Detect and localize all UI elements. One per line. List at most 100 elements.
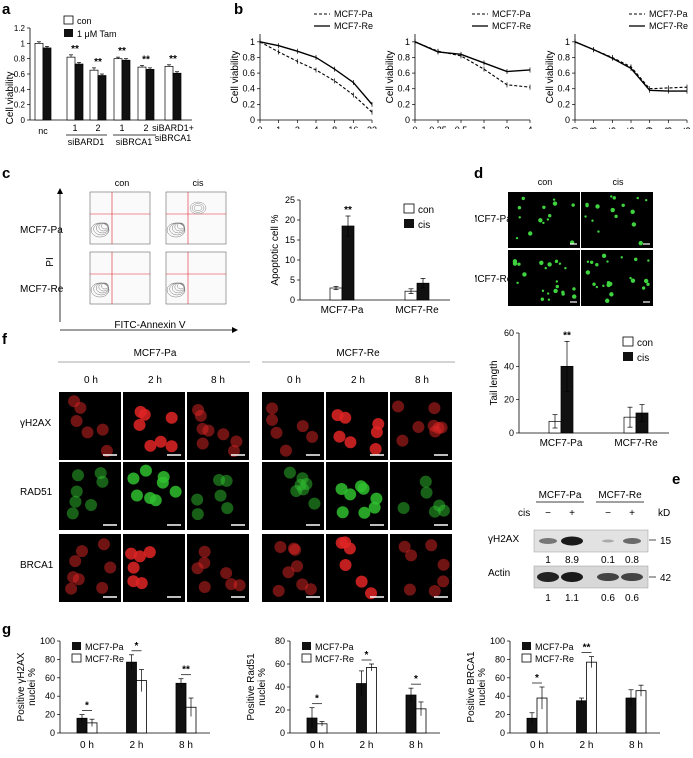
g-ylabel-2: nuclei %: [477, 668, 488, 706]
b-xtick-label: 36: [682, 127, 692, 129]
blot-quant-actin-2: 1.1: [565, 593, 579, 604]
g-legend-re: MCF7-Re: [535, 654, 574, 664]
micro-row-rad51: RAD51: [20, 487, 53, 498]
b-ytick-label: 1: [565, 37, 570, 47]
d-ytick-label: 40: [504, 361, 514, 371]
comet-col-con: con: [538, 177, 553, 187]
blot-kd: kD: [658, 508, 670, 519]
b-xtick-label: 0: [257, 125, 262, 129]
b-ytick-label: 1: [250, 37, 255, 47]
b-xtick-label: 2.25: [607, 127, 617, 129]
b-ytick-label: 0.4: [557, 84, 570, 94]
g-bar: [576, 700, 587, 734]
a-bar: [121, 59, 131, 121]
flow-col-cis: cis: [193, 178, 204, 188]
flow-row-re: MCF7-Re: [20, 284, 64, 295]
b-xtick-label: 0: [570, 127, 580, 129]
blot-mw-42: 42: [660, 573, 672, 584]
a-bar: [74, 63, 84, 121]
g-ytick-label: 80: [275, 636, 285, 646]
blot-group-re: MCF7-Re: [598, 490, 642, 501]
g-ytick-label: 0: [50, 728, 55, 738]
a-bar: [137, 66, 147, 121]
g-ylabel-2: nuclei %: [27, 668, 38, 706]
micro-image: [123, 534, 185, 602]
panel-c-svg: con cis MCF7-Pa MCF7-Re PI FITC-Annexin …: [20, 178, 450, 333]
blot-sign-4: +: [629, 508, 635, 519]
g-ylabel-2: nuclei %: [257, 668, 268, 706]
xsub-1: 1: [72, 123, 77, 133]
g-xtick-label: 0 h: [310, 740, 324, 751]
legend-label-con: con: [77, 16, 92, 26]
a-ytick-label: 0.6: [14, 70, 26, 79]
b-ytick-label: 0.4: [242, 84, 255, 94]
panel-e: MCF7-Pa MCF7-Re cis − + − + kD γH2AX Act…: [478, 478, 693, 618]
c-legend-swatch-con: [403, 203, 415, 214]
a-sig: **: [142, 55, 150, 66]
blot-cis-label: cis: [518, 508, 530, 519]
flow-col-con: con: [115, 178, 130, 188]
b-ytick-label: 0.2: [557, 99, 570, 109]
blot-row-actin: Actin: [488, 568, 510, 579]
micro-image: [59, 392, 121, 460]
d-ylabel: Tail length: [489, 360, 500, 405]
c-sig: **: [344, 205, 352, 216]
g-legend-re: MCF7-Re: [315, 654, 354, 664]
b-ytick-label: 0: [250, 115, 255, 125]
b-xtick-label: 1.13: [589, 127, 599, 129]
b-ytick-label: 0.4: [397, 84, 410, 94]
g-ylabel-1: Positive Rad51: [246, 653, 257, 721]
b-xtick-label: 0: [412, 125, 417, 129]
c-ytick-label: 5: [290, 275, 295, 285]
micro-image: [187, 392, 249, 460]
blot-quant-actin-3: 0.6: [601, 593, 615, 604]
legend-label-tam: 1 μM Tam: [77, 29, 117, 39]
g-bar: [366, 667, 377, 734]
g-xtick-label: 0 h: [80, 740, 94, 751]
a-sig: **: [169, 54, 177, 65]
time-re-2: 2 h: [351, 375, 365, 386]
c-legend-swatch-cis: [404, 219, 414, 228]
d-xtick-label: MCF7-Re: [614, 438, 658, 449]
b-series-re: [414, 41, 531, 73]
c-ylabel: Apoptotic cell %: [270, 214, 281, 285]
g-legend-swatch-pa: [302, 642, 311, 650]
g-ytick-label: 40: [45, 691, 55, 701]
a-bar: [164, 65, 174, 121]
g-ytick-label: 60: [495, 673, 505, 683]
g-chart-1: 0 20 40 60 80 100 Positive γH2AX nuclei % 0 h * 2 …: [16, 636, 210, 751]
g-xtick-label: 2 h: [360, 740, 374, 751]
panel-d-svg: con cis MCF7-Pa MCF7-Re 0 20 40 60 Tail leng…: [469, 177, 669, 449]
blot-band-h2ax-4: [623, 538, 641, 544]
a-ytick-label: 1: [21, 39, 26, 48]
g-ytick-label: 80: [495, 654, 505, 664]
micro-image: [326, 534, 388, 602]
b-ytick-label: 0.8: [557, 52, 570, 62]
micro-image: [326, 462, 388, 530]
g-sig: *: [414, 674, 418, 685]
b-ytick-label: 0.6: [397, 68, 410, 78]
c-bar: [341, 225, 355, 301]
g-xtick-label: 8 h: [629, 740, 643, 751]
d-ytick-label: 0: [509, 428, 514, 438]
a-bar: [66, 56, 76, 121]
b-xtick-label: 18: [663, 127, 673, 129]
micro-image: [187, 462, 249, 530]
micro-image: [262, 534, 324, 602]
b-chart-3: 00.20.40.60.8101.132.254.591836Paclitaxe…: [545, 9, 692, 129]
b-ytick-label: 0.6: [557, 68, 570, 78]
legend-swatch-con: [63, 15, 74, 25]
a-bar: [89, 69, 99, 121]
comet-image: [581, 192, 653, 248]
b-xtick-label: 4: [313, 125, 318, 129]
c-ytick-label: 25: [285, 195, 295, 205]
b-ytick-label: 0: [565, 115, 570, 125]
comet-image: [508, 250, 580, 306]
g-ytick-label: 20: [45, 710, 55, 720]
blot-sign-1: −: [545, 508, 551, 519]
flow-row-pa: MCF7-Pa: [20, 225, 63, 236]
b-legend-re: MCF7-Re: [492, 21, 531, 31]
a-ytick-label: 0.2: [14, 101, 26, 110]
g-sig: *: [365, 650, 369, 661]
xgroup-nc: nc: [38, 126, 48, 136]
